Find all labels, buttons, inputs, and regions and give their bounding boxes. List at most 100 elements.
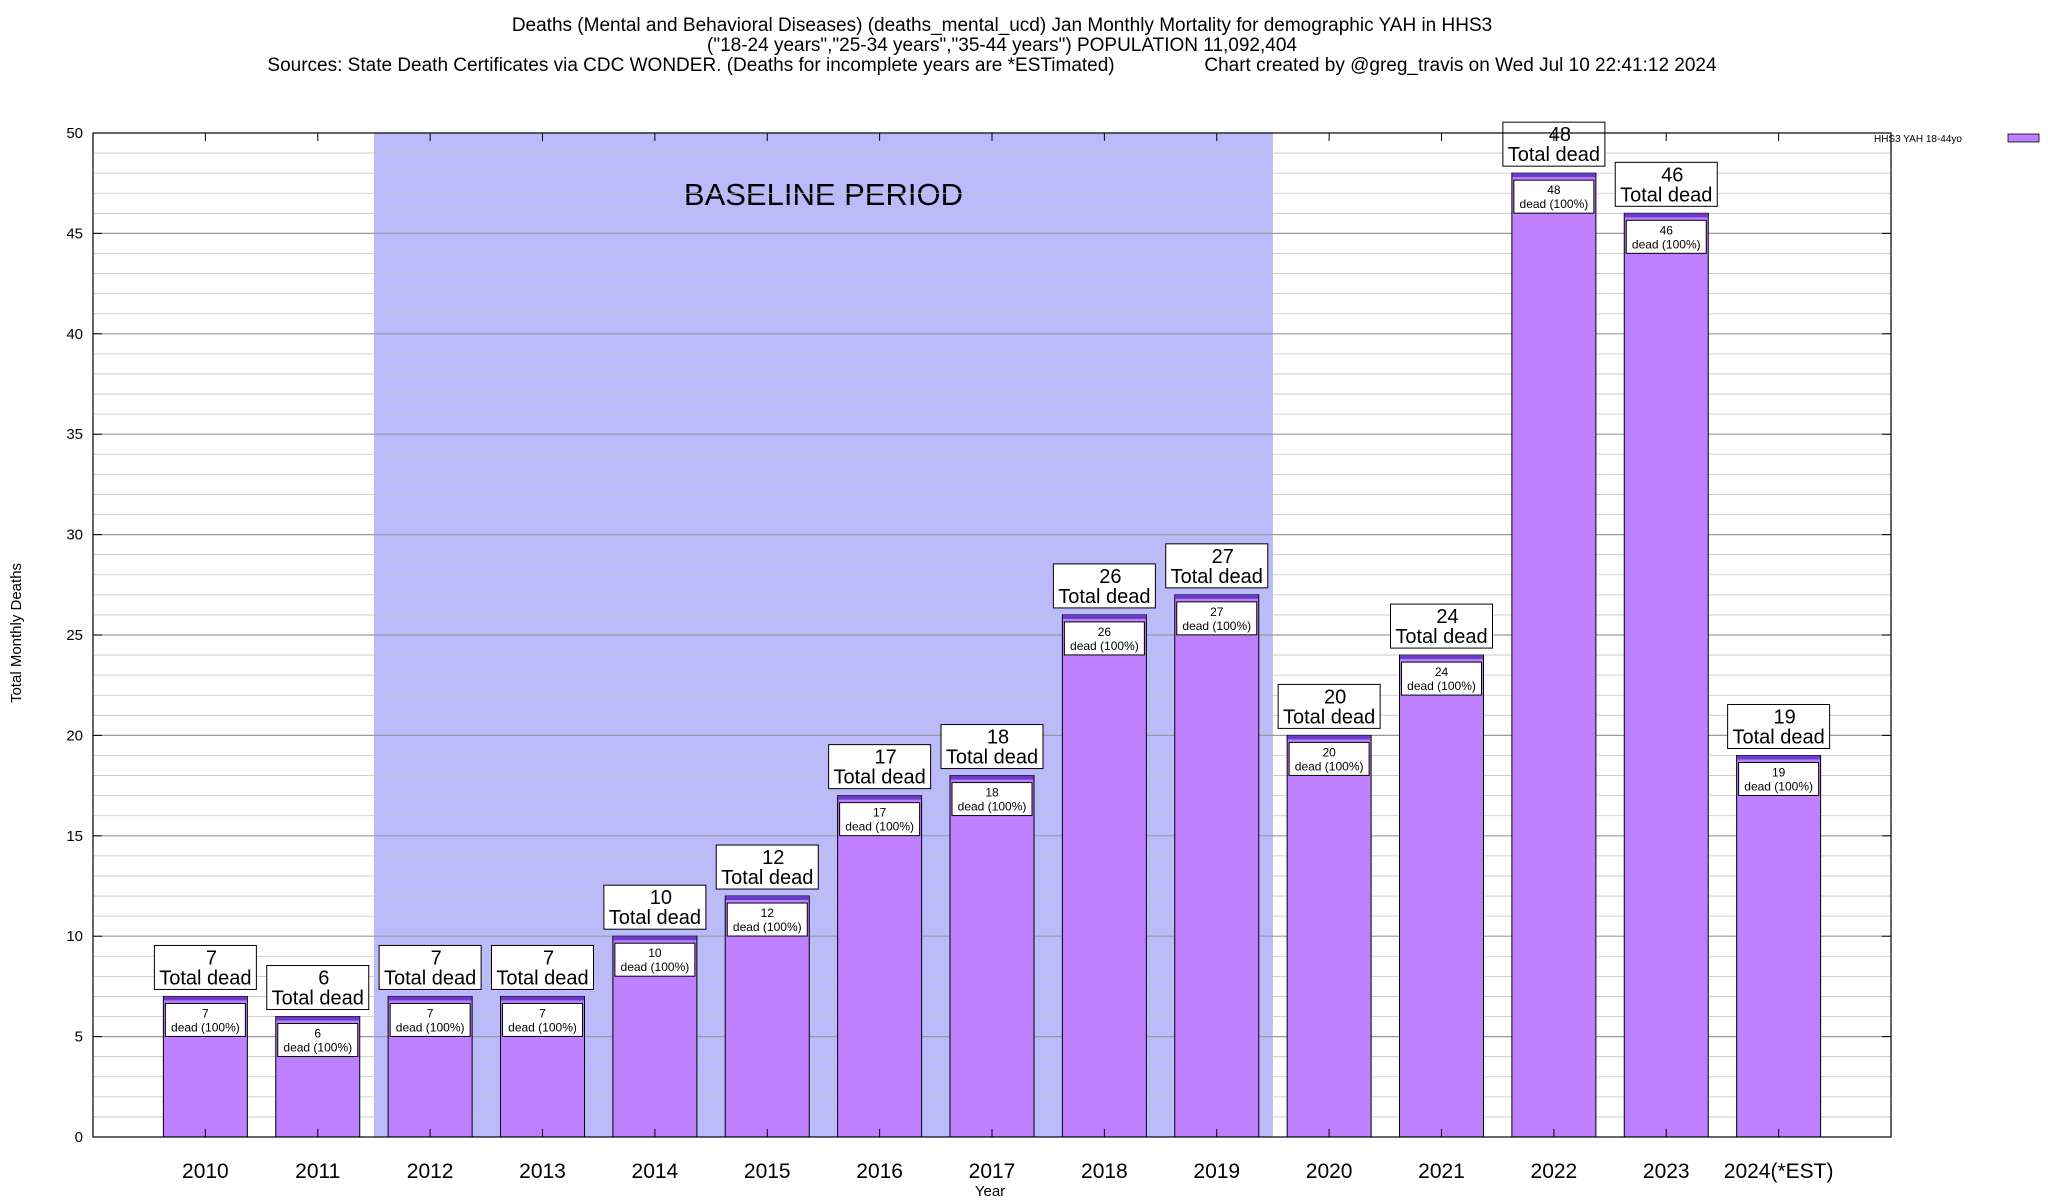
x-tick-label: 2019	[1193, 1160, 1240, 1183]
bar-2023	[1623, 212, 1709, 1138]
bar-cap-2016	[838, 795, 922, 800]
y-tick-label: 50	[66, 125, 83, 142]
total-label-text: Total dead	[721, 867, 813, 889]
bar-cap-2017	[950, 775, 1034, 780]
total-label-count: 12	[762, 847, 784, 869]
inner-label-percent: dead (100%)	[171, 1020, 240, 1034]
total-label-count: 17	[875, 747, 897, 769]
inner-label-box-2016	[839, 802, 921, 837]
y-tick-label: 45	[66, 225, 83, 242]
bar-2021	[1399, 654, 1484, 1138]
chart-title: Deaths (Mental and Behavioral Diseases) …	[267, 15, 1717, 76]
inner-label-count: 6	[314, 1027, 321, 1041]
total-label-text: Total dead	[384, 967, 476, 989]
inner-label-box-2022	[1513, 179, 1595, 214]
legend-swatch	[2007, 133, 2040, 143]
x-tick-label: 2010	[182, 1160, 229, 1183]
bar-2018	[1061, 614, 1147, 1138]
total-label-box-2018	[1052, 563, 1156, 609]
inner-label-box-2010	[164, 1002, 246, 1037]
bar-cap-2019	[1175, 594, 1259, 599]
total-label-box-2011	[266, 965, 370, 1011]
total-label-text: Total dead	[609, 907, 701, 929]
inner-label-box-2024(*EST)	[1738, 761, 1820, 796]
x-tick-label: 2024(*EST)	[1724, 1160, 1834, 1183]
inner-label-percent: dead (100%)	[845, 820, 914, 834]
inner-label-box-2015	[726, 902, 808, 937]
inner-label-percent: dead (100%)	[958, 800, 1027, 814]
inner-label-percent: dead (100%)	[1744, 779, 1813, 793]
total-label-text: Total dead	[1058, 586, 1150, 608]
x-axis-label: Year	[975, 1183, 1005, 1200]
total-label-text: Total dead	[1283, 706, 1375, 728]
x-tick-label: 2021	[1418, 1160, 1465, 1183]
total-label-text: Total dead	[833, 767, 925, 789]
total-label-box-2014	[603, 884, 707, 930]
inner-label-box-2012	[389, 1002, 471, 1037]
legend: HHS3 YAH 18-44yo	[1874, 133, 2040, 145]
inner-label-count: 27	[1210, 605, 1224, 619]
total-label-text: Total dead	[1395, 626, 1487, 648]
x-tick-label: 2020	[1306, 1160, 1353, 1183]
total-label-count: 7	[543, 947, 554, 969]
x-tick-label: 2014	[632, 1160, 679, 1183]
bar-cap-2018	[1062, 614, 1146, 619]
total-label-text: Total dead	[1508, 144, 1600, 166]
bar-2017	[949, 775, 1035, 1138]
bar-2019	[1174, 594, 1260, 1138]
x-tick-label: 2012	[407, 1160, 454, 1183]
inner-label-percent: dead (100%)	[621, 960, 690, 974]
inner-label-percent: dead (100%)	[1182, 619, 1251, 633]
chart-title-line-2: ("18-24 years","25-34 years","35-44 year…	[707, 35, 1297, 56]
x-tick-label: 2023	[1643, 1160, 1690, 1183]
x-tick-label: 2011	[295, 1160, 340, 1183]
total-label-count: 10	[650, 887, 672, 909]
inner-label-count: 48	[1547, 183, 1561, 197]
total-label-count: 19	[1774, 706, 1796, 728]
total-label-text: Total dead	[1732, 726, 1824, 748]
y-tick-label: 20	[66, 727, 83, 744]
bars	[162, 172, 1822, 1138]
bar-cap-2024(*EST)	[1737, 755, 1821, 760]
bar-cap-2010	[163, 996, 247, 1001]
total-label-count: 27	[1212, 546, 1234, 568]
bar-2024(*EST)	[1736, 754, 1822, 1138]
x-tick-label: 2013	[519, 1160, 566, 1183]
y-tick-label: 40	[66, 326, 83, 343]
bar-cap-2011	[276, 1016, 360, 1021]
y-axis-label: Total Monthly Deaths	[8, 563, 25, 703]
total-label-count: 18	[987, 727, 1009, 749]
total-label-count: 46	[1661, 164, 1683, 186]
x-tick-label: 2015	[744, 1160, 791, 1183]
total-label-box-2012	[378, 944, 482, 990]
bar-2022	[1511, 172, 1597, 1138]
bar-cap-2023	[1624, 213, 1708, 218]
total-label-text: Total dead	[1620, 184, 1712, 206]
inner-label-count: 20	[1322, 745, 1336, 759]
baseline-period-label: BASELINE PERIOD	[684, 177, 963, 212]
legend-label: HHS3 YAH 18-44yo	[1874, 134, 1962, 145]
total-label-text: Total dead	[272, 988, 364, 1010]
total-label-box-2019	[1165, 543, 1269, 589]
total-label-box-2024(*EST)	[1727, 703, 1831, 749]
total-label-count: 7	[206, 947, 217, 969]
total-label-box-2016	[828, 744, 932, 790]
chart-title-line-1: Deaths (Mental and Behavioral Diseases) …	[512, 15, 1492, 36]
y-tick-label: 15	[66, 828, 83, 845]
inner-label-box-2023	[1625, 219, 1707, 254]
total-label-text: Total dead	[496, 967, 588, 989]
bar-cap-2022	[1512, 173, 1596, 178]
bar-2020	[1286, 734, 1372, 1138]
total-label-box-2013	[491, 944, 594, 990]
total-label-box-2021	[1390, 603, 1493, 649]
inner-label-count: 7	[202, 1006, 209, 1020]
bar-cap-2013	[501, 996, 584, 1001]
inner-label-percent: dead (100%)	[1070, 639, 1139, 653]
inner-label-percent: dead (100%)	[283, 1041, 352, 1055]
inner-label-percent: dead (100%)	[733, 920, 802, 934]
total-label-count: 48	[1549, 124, 1571, 146]
inner-label-box-2013	[502, 1002, 583, 1037]
inner-label-box-2017	[951, 782, 1033, 817]
x-tick-label: 2022	[1531, 1160, 1578, 1183]
